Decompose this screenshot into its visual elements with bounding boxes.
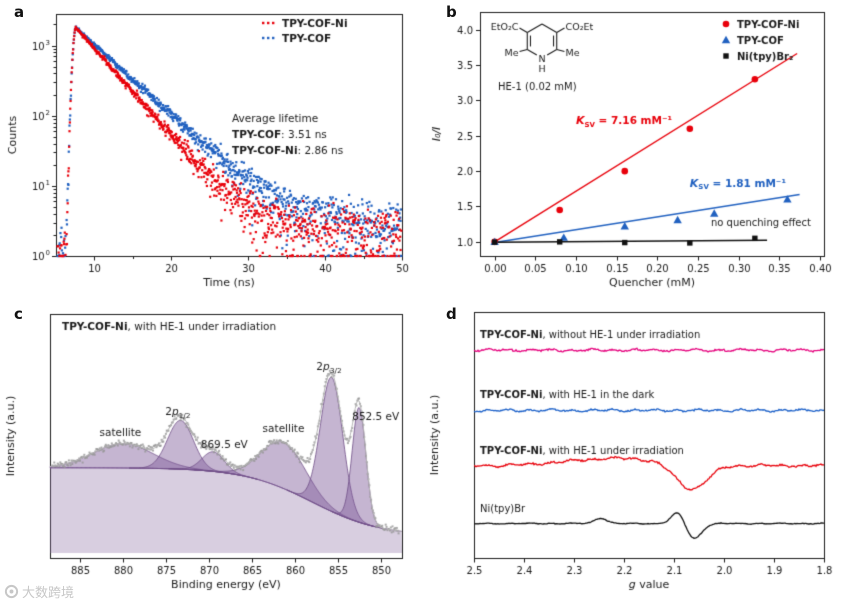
panel-c-xps-spectrum-plot <box>0 302 424 604</box>
panel-a: a <box>0 0 424 302</box>
panel-b: b <box>424 0 847 302</box>
watermark: 大数跨境 <box>4 582 74 601</box>
watermark-text: 大数跨境 <box>22 586 75 601</box>
panel-label-c: c <box>14 305 23 323</box>
panel-label-d: d <box>446 305 457 323</box>
watermark-logo-icon <box>4 584 19 599</box>
panel-a-fluorescence-decay-plot <box>0 0 424 302</box>
panel-d-epr-spectra-plot <box>424 302 847 604</box>
panel-c: c <box>0 302 424 604</box>
panel-label-b: b <box>446 3 457 21</box>
panel-d: d <box>424 302 847 604</box>
panel-b-stern-volmer-plot <box>424 0 847 302</box>
panel-label-a: a <box>14 3 25 21</box>
